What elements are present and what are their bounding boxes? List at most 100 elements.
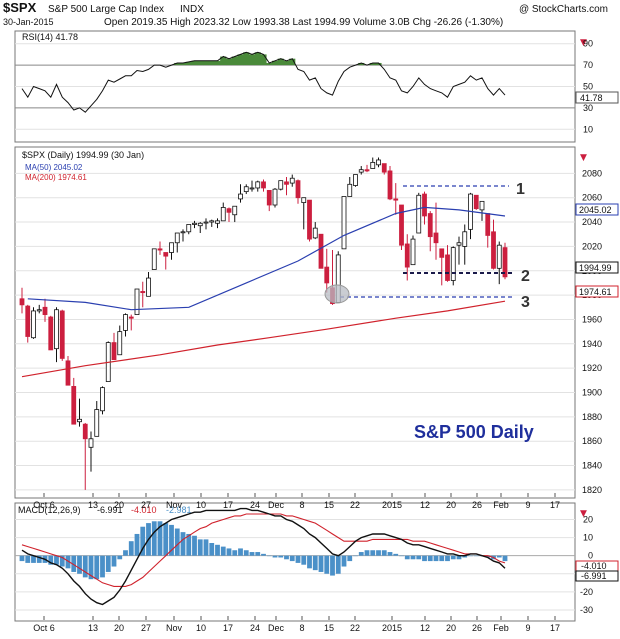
macd-legend-hist: -2.981 — [166, 505, 192, 515]
moving-averages — [21, 206, 506, 378]
candle-body — [456, 242, 462, 246]
x-tick-label: Feb — [493, 500, 509, 510]
price-tick-label: 1860 — [582, 436, 602, 446]
price-collapse-arrow[interactable]: ▼ — [580, 153, 587, 163]
x-tick-label: 2015 — [382, 500, 402, 510]
candle-body — [25, 305, 31, 337]
candle-body — [301, 197, 307, 203]
candle-body — [140, 291, 146, 294]
price-tick-label: 2020 — [582, 241, 602, 251]
macd-tick-label: 20 — [583, 514, 593, 524]
x-tick-label: 27 — [141, 623, 151, 633]
macd-tick-label: 10 — [583, 533, 593, 543]
candle-body — [399, 204, 404, 246]
macd-legend-name: MACD(12,26,9) — [18, 505, 81, 515]
macd-histogram-bar — [197, 539, 203, 556]
date-label: 30-Jan-2015 — [3, 17, 54, 27]
candle-body — [295, 180, 301, 199]
price-tick-label: 1960 — [582, 314, 602, 324]
macd-histogram-bar — [301, 555, 307, 565]
macd-histogram-bar — [278, 555, 284, 558]
candle-body — [100, 387, 105, 412]
candle-body — [312, 227, 318, 239]
macd-histogram-bar — [77, 555, 82, 574]
candle-body — [197, 222, 203, 227]
macd-histogram-bar — [324, 555, 330, 574]
ma50-legend: MA(50) 2045.02 — [25, 163, 83, 172]
macd-histogram-bar — [272, 555, 278, 558]
macd-histogram-bar — [249, 552, 255, 556]
candle-body — [249, 187, 255, 190]
rsi-series — [21, 51, 506, 113]
candle-body — [445, 254, 450, 281]
macd-histogram-bar — [255, 552, 261, 556]
candle-body — [341, 196, 347, 250]
x-tick-label: Dec — [268, 500, 285, 510]
x-tick-label: Nov — [166, 500, 183, 510]
candle-body — [358, 169, 364, 173]
symbol-label: $SPX — [3, 0, 37, 15]
candle-body — [111, 342, 117, 361]
macd-histogram-bar — [456, 555, 462, 560]
macd-histogram-bar — [220, 546, 226, 556]
macd-histogram-bar — [445, 555, 450, 562]
macd-histogram-bar — [186, 533, 192, 556]
candle-body — [381, 163, 387, 173]
candle-body — [209, 220, 215, 223]
candle-body — [284, 181, 289, 185]
macd-line — [21, 507, 506, 606]
candle-body — [410, 238, 416, 266]
candle-body — [473, 194, 479, 210]
macd-histogram-bar — [215, 544, 220, 556]
candle-body — [266, 189, 272, 206]
macd-histogram-bar — [387, 552, 393, 556]
candle-body — [272, 188, 278, 206]
macd-histogram-bar — [19, 555, 25, 562]
candle-body — [163, 252, 169, 257]
svg-text:1994.99: 1994.99 — [579, 263, 612, 273]
macd-histogram-bar — [65, 555, 71, 569]
macd-histogram-bar — [468, 555, 473, 557]
macd-histogram-bar — [295, 555, 301, 563]
macd-histogram-bar — [422, 555, 427, 562]
candle-body — [42, 306, 48, 315]
price-tick-label: 2040 — [582, 217, 602, 227]
candle-body — [238, 193, 243, 200]
price-tick-label: 2060 — [582, 193, 602, 203]
rsi-tick-label: 90 — [583, 39, 593, 49]
x-tick-label: 17 — [550, 500, 560, 510]
macd-histogram-bar — [151, 521, 157, 556]
x-tick-label: 20 — [446, 500, 456, 510]
price-tick-label: 1900 — [582, 388, 602, 398]
candle-body — [289, 177, 295, 184]
candle-body — [370, 161, 376, 169]
candle-body — [422, 193, 427, 217]
candle-body — [128, 316, 134, 319]
macd-histogram-bar — [140, 526, 146, 556]
candle-body — [48, 316, 54, 351]
x-tick-label: 10 — [196, 623, 206, 633]
candle-body — [450, 247, 456, 281]
candle-body — [485, 213, 491, 236]
candle-body — [226, 208, 232, 213]
candle-body — [54, 309, 59, 350]
candle-body — [307, 199, 312, 240]
candle-body — [192, 222, 197, 225]
candle-body — [65, 360, 71, 386]
rsi-collapse-arrow[interactable]: ▼ — [580, 38, 587, 48]
macd-histogram-bar — [163, 523, 169, 556]
candle-body — [36, 309, 42, 312]
candle-body — [496, 244, 502, 269]
candle-body — [491, 231, 496, 269]
rsi-value-tag: 41.78 — [575, 91, 619, 104]
macd-histogram-bar — [341, 555, 347, 567]
macd-histogram-bar — [226, 548, 232, 556]
macd-collapse-arrow[interactable]: ▼ — [580, 509, 587, 519]
macd-histogram-bar — [473, 555, 479, 557]
macd-value-tag: -6.991 — [575, 570, 619, 582]
x-tick-label: 22 — [350, 500, 360, 510]
macd-histogram-bar — [410, 555, 416, 560]
candle-body — [347, 183, 353, 197]
macd-histogram-bar — [416, 555, 422, 560]
macd-histogram-bar — [180, 532, 186, 556]
